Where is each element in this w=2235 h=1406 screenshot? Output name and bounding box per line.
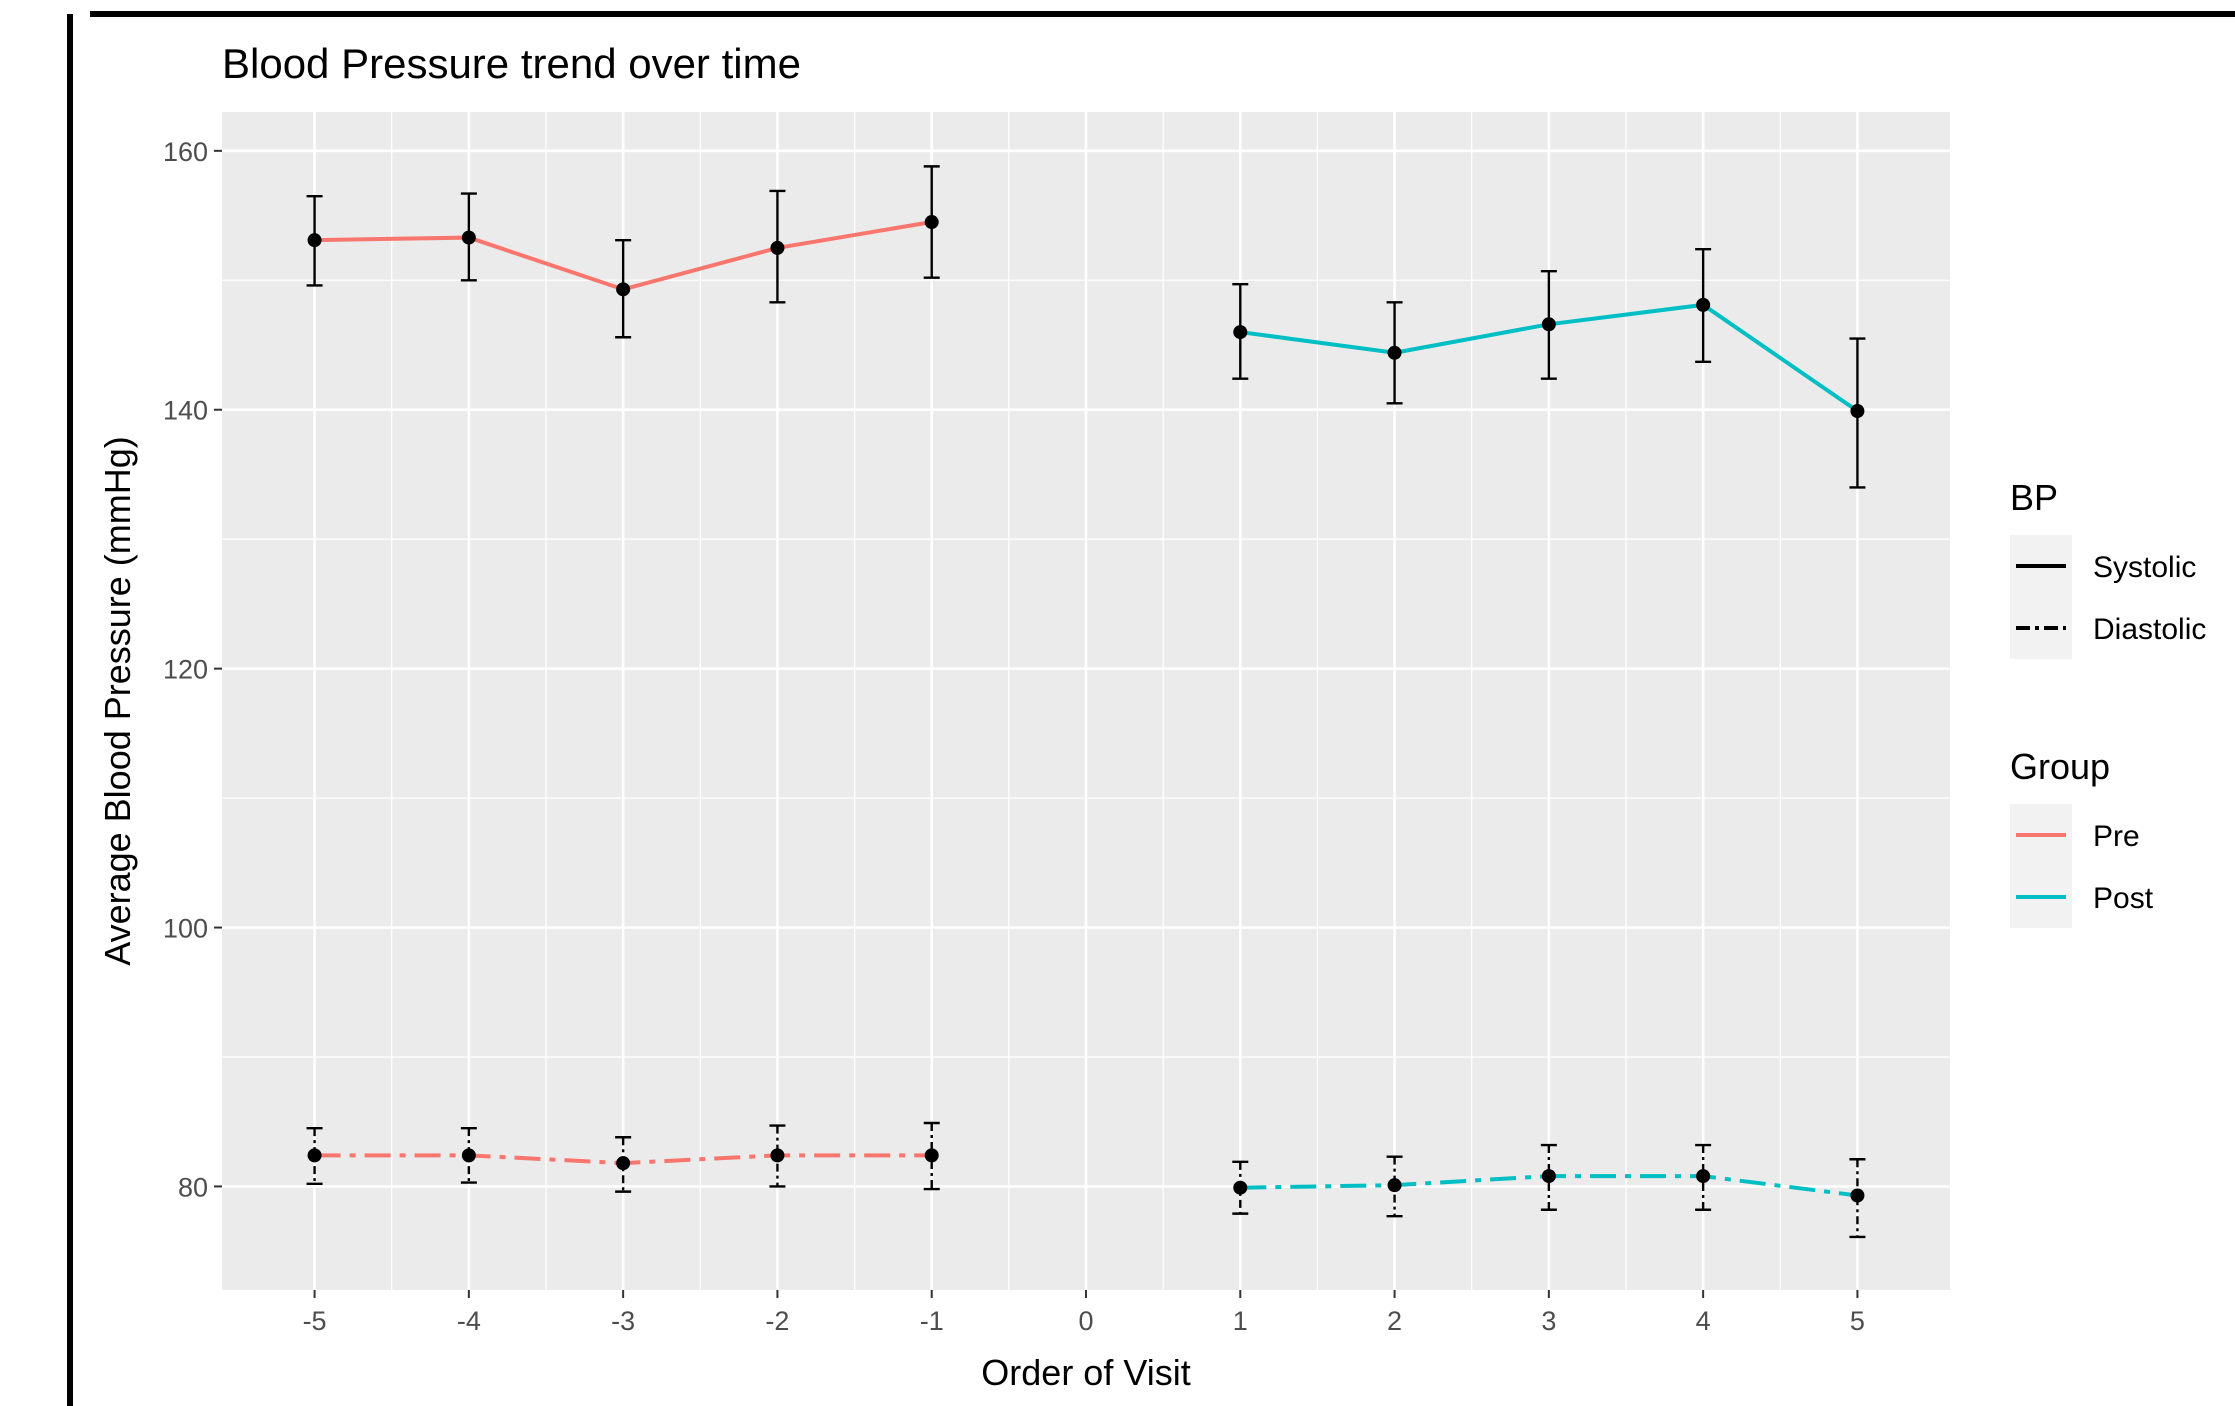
legend-label-diastolic: Diastolic (2093, 613, 2206, 646)
legend-keys-bp-bg (2010, 535, 2072, 659)
data-point-pre-systolic (461, 230, 476, 245)
data-point-pre-diastolic (307, 1148, 322, 1163)
x-tick-label: 0 (1078, 1306, 1093, 1336)
data-point-pre-diastolic (770, 1148, 785, 1163)
data-point-post-diastolic (1233, 1180, 1248, 1195)
legend-title-group: Group (2010, 746, 2110, 787)
y-tick-label: 160 (163, 137, 208, 167)
x-tick-label: -1 (920, 1306, 944, 1336)
y-tick-label: 140 (163, 396, 208, 426)
grid-layer (222, 112, 1950, 1290)
data-point-pre-diastolic (461, 1148, 476, 1163)
x-tick-label: -4 (457, 1306, 481, 1336)
legend-label-pre: Pre (2093, 820, 2140, 853)
y-tick-label: 120 (163, 655, 208, 685)
data-point-pre-systolic (770, 240, 785, 255)
chart-title: Blood Pressure trend over time (222, 40, 801, 87)
data-point-post-diastolic (1850, 1188, 1865, 1203)
legend-label-systolic: Systolic (2093, 551, 2196, 584)
y-axis-title: Average Blood Pressure (mmHg) (97, 436, 138, 966)
x-tick-label: 1 (1233, 1306, 1248, 1336)
x-tick-label: 2 (1387, 1306, 1402, 1336)
x-tick-label: -5 (303, 1306, 327, 1336)
legend: BP Systolic Diastolic Group Pre Post (2010, 477, 2206, 928)
data-point-pre-diastolic (924, 1148, 939, 1163)
legend-keys-group-bg (2010, 804, 2072, 928)
data-point-post-systolic (1696, 297, 1711, 312)
data-point-pre-systolic (924, 215, 939, 230)
data-point-post-diastolic (1541, 1169, 1556, 1184)
x-axis-title: Order of Visit (981, 1352, 1190, 1393)
x-tick-label: 3 (1541, 1306, 1556, 1336)
x-tick-label: -2 (765, 1306, 789, 1336)
data-point-pre-systolic (307, 233, 322, 248)
data-point-post-systolic (1850, 404, 1865, 419)
data-point-post-systolic (1387, 345, 1402, 360)
data-point-post-systolic (1233, 325, 1248, 340)
x-tick-label: -3 (611, 1306, 635, 1336)
data-point-post-diastolic (1387, 1178, 1402, 1193)
data-point-pre-systolic (616, 282, 631, 297)
x-tick-label: 5 (1850, 1306, 1865, 1336)
legend-title-bp: BP (2010, 477, 2058, 518)
axis-layer: 80 100 120 140 160 -5 -4 -3 -2 -1 0 1 2 3 4 5 (163, 137, 1865, 1336)
y-tick-label: 80 (178, 1172, 208, 1202)
data-point-post-systolic (1541, 317, 1556, 332)
legend-label-post: Post (2093, 882, 2154, 915)
series-layer (306, 165, 1866, 1239)
data-point-pre-diastolic (616, 1156, 631, 1171)
data-point-post-diastolic (1696, 1169, 1711, 1184)
x-tick-label: 4 (1696, 1306, 1711, 1336)
y-tick-label: 100 (163, 914, 208, 944)
